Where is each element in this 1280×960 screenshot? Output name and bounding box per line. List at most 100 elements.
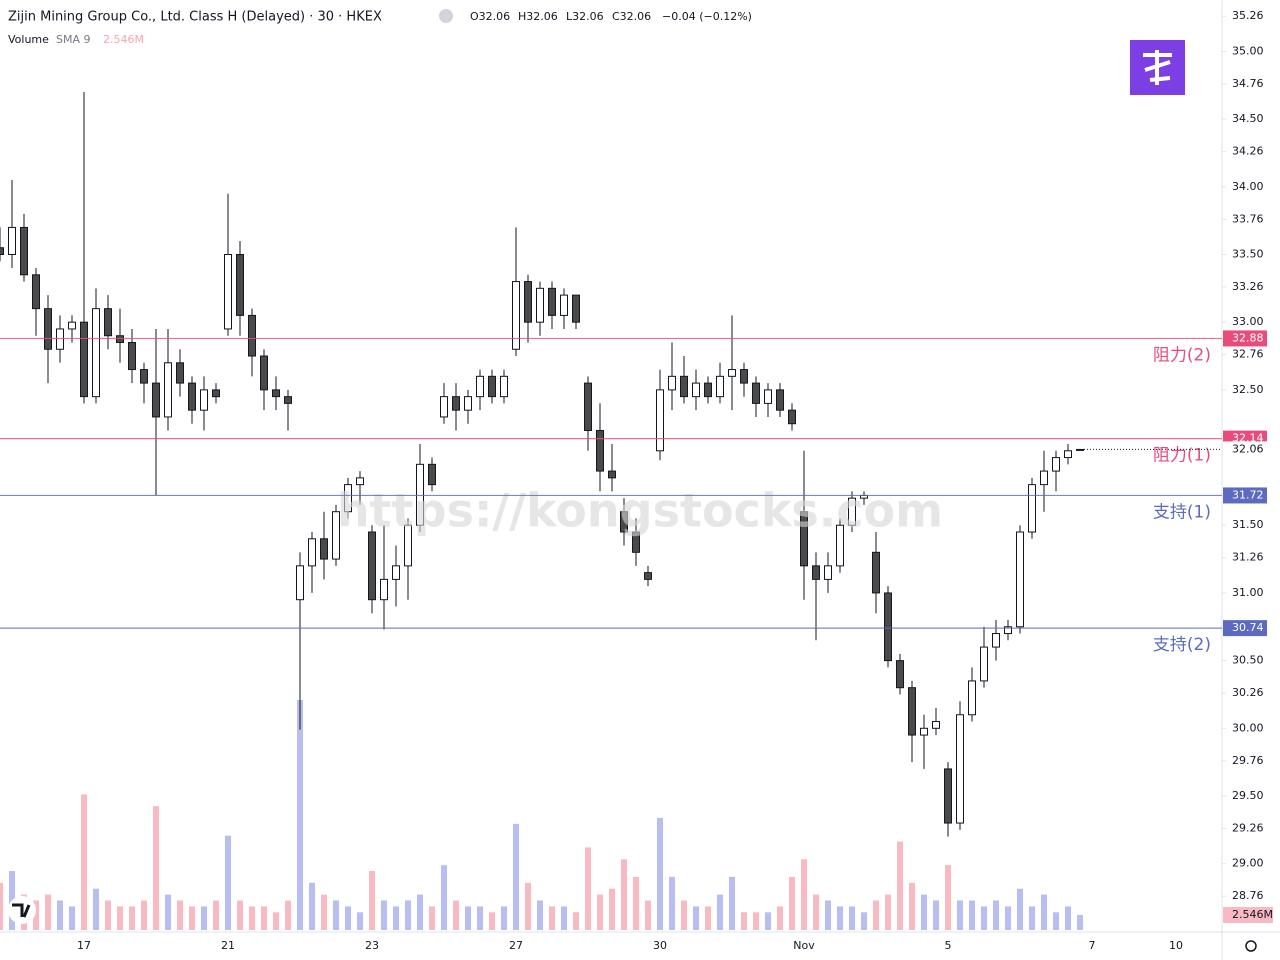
candle-body bbox=[908, 687, 916, 736]
candle-body bbox=[548, 287, 556, 316]
y-tick-label: 33.26 bbox=[1232, 280, 1264, 293]
candle-body bbox=[320, 538, 328, 560]
candle-body bbox=[200, 389, 208, 411]
volume-title: Volume bbox=[8, 33, 49, 46]
volume-bar bbox=[477, 906, 483, 930]
volume-bar bbox=[1017, 888, 1023, 930]
candle-body bbox=[740, 369, 748, 384]
logo-glyph bbox=[1143, 50, 1172, 85]
ohlc-close: C32.06 bbox=[612, 10, 651, 23]
y-tick-label: 29.26 bbox=[1232, 821, 1264, 834]
candle-body bbox=[944, 768, 952, 824]
volume-bar bbox=[993, 900, 999, 930]
x-tick-label: 7 bbox=[1089, 939, 1096, 952]
candle-body bbox=[1016, 531, 1024, 628]
y-tick-label: 30.00 bbox=[1232, 721, 1264, 734]
volume-bar bbox=[201, 906, 207, 930]
watermark: https://kongstocks.com bbox=[337, 484, 943, 538]
y-tick-label: 34.50 bbox=[1232, 112, 1264, 125]
candle-body bbox=[1076, 448, 1084, 451]
volume-bar bbox=[417, 894, 423, 930]
candle-body bbox=[152, 382, 160, 418]
candle-body bbox=[8, 226, 16, 255]
symbol-title: Zijin Mining Group Co., Ltd. Class H (De… bbox=[8, 10, 382, 25]
candle-body bbox=[248, 314, 256, 357]
y-tick-label: 30.26 bbox=[1232, 686, 1264, 699]
candle-body bbox=[368, 531, 376, 601]
x-tick-label: 17 bbox=[77, 939, 91, 952]
volume-bar bbox=[801, 859, 807, 930]
x-tick-label: 23 bbox=[365, 939, 379, 952]
volume-bar bbox=[333, 900, 339, 930]
candle-body bbox=[416, 463, 424, 526]
volume-bar bbox=[297, 700, 303, 930]
y-tick-label: 34.00 bbox=[1232, 180, 1264, 193]
level-badge-label: 32.14 bbox=[1232, 432, 1264, 445]
candle-body bbox=[428, 463, 436, 486]
volume-bar bbox=[93, 888, 99, 930]
volume-bar bbox=[117, 906, 123, 930]
volume-bar bbox=[57, 900, 63, 930]
volume-bar bbox=[669, 876, 675, 930]
volume-bar bbox=[453, 900, 459, 930]
candle-body bbox=[260, 355, 268, 391]
candle-body bbox=[284, 396, 292, 404]
volume-bar bbox=[729, 876, 735, 930]
candle-body bbox=[0, 247, 4, 255]
candle-body bbox=[716, 375, 724, 398]
level-badge-label: 31.72 bbox=[1232, 488, 1264, 501]
candle-body bbox=[824, 565, 832, 580]
y-tick-label: 33.00 bbox=[1232, 315, 1264, 328]
candle-body bbox=[680, 375, 688, 398]
volume-bar bbox=[1065, 906, 1071, 930]
candle-body bbox=[404, 524, 412, 567]
candle-body bbox=[620, 511, 628, 533]
candle-body bbox=[176, 362, 184, 384]
volume-bar bbox=[909, 882, 915, 930]
volume-bar bbox=[81, 794, 87, 930]
volume-bar bbox=[1041, 894, 1047, 930]
volume-bar bbox=[705, 906, 711, 930]
volume-value: 2.546M bbox=[103, 33, 144, 46]
volume-bar bbox=[609, 888, 615, 930]
volume-badge-label: 2.546M bbox=[1232, 908, 1273, 921]
candle-body bbox=[116, 335, 124, 343]
volume-bar bbox=[357, 912, 363, 930]
candle-body bbox=[140, 369, 148, 384]
candle-body bbox=[224, 253, 232, 330]
y-tick-label: 35.00 bbox=[1232, 44, 1264, 57]
candle-body bbox=[440, 396, 448, 418]
candle-body bbox=[776, 389, 784, 411]
volume-bar bbox=[813, 894, 819, 930]
candle-body bbox=[356, 477, 364, 486]
legend: Zijin Mining Group Co., Ltd. Class H (De… bbox=[8, 9, 752, 46]
candle-body bbox=[452, 396, 460, 411]
volume-bar bbox=[849, 906, 855, 930]
volume-bar bbox=[897, 841, 903, 930]
volume-bar bbox=[429, 906, 435, 930]
candle-body bbox=[1004, 626, 1012, 635]
candle-body bbox=[596, 429, 604, 472]
volume-bar bbox=[1053, 912, 1059, 930]
candle-body bbox=[308, 538, 316, 567]
ohlc-high: H32.06 bbox=[518, 10, 558, 23]
volume-bar bbox=[753, 912, 759, 930]
candle-body bbox=[500, 375, 508, 398]
candle-body bbox=[392, 565, 400, 580]
settings-icon[interactable] bbox=[1245, 940, 1257, 952]
settings-gear[interactable] bbox=[1245, 940, 1257, 952]
candle-body bbox=[920, 727, 928, 736]
volume-bar bbox=[681, 900, 687, 930]
tv-logo-mark bbox=[12, 903, 31, 918]
candle-body bbox=[188, 382, 196, 411]
candle-body bbox=[656, 389, 664, 452]
x-tick-label: 30 bbox=[653, 939, 667, 952]
tv-logo bbox=[8, 896, 36, 924]
last-price-label: 32.06 bbox=[1232, 442, 1264, 455]
level-label: 阻力(2) bbox=[1153, 345, 1211, 365]
candle-body bbox=[608, 470, 616, 479]
candle-body bbox=[884, 592, 892, 662]
volume-bar bbox=[777, 906, 783, 930]
candle-body bbox=[236, 253, 244, 316]
candle-body bbox=[32, 274, 40, 310]
